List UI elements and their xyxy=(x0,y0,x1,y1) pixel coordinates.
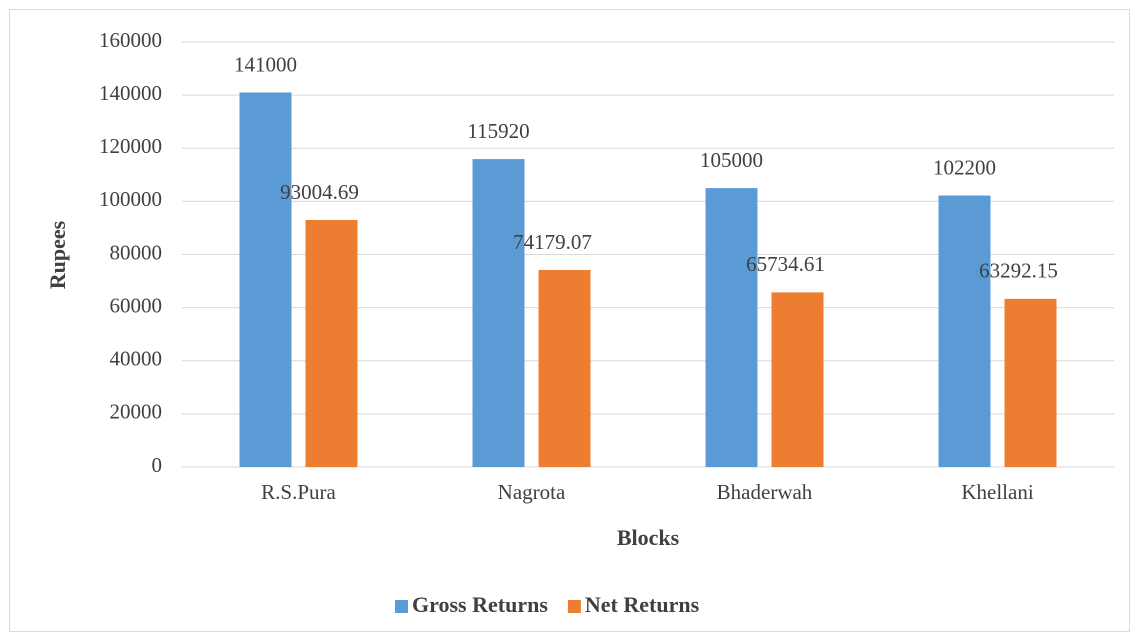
y-tick-label: 100000 xyxy=(99,187,162,211)
x-tick-label: Khellani xyxy=(961,480,1033,504)
x-tick-label: Nagrota xyxy=(498,480,566,504)
legend-swatch xyxy=(395,600,408,613)
bar xyxy=(472,159,525,467)
y-tick-label: 20000 xyxy=(110,400,163,424)
y-tick-label: 40000 xyxy=(110,347,163,371)
data-label: 105000 xyxy=(700,148,763,172)
bar xyxy=(538,269,591,467)
data-label: 115920 xyxy=(467,119,529,143)
x-tick-label: Bhaderwah xyxy=(717,480,813,504)
y-tick-label: 60000 xyxy=(110,293,163,317)
y-tick-label: 80000 xyxy=(110,240,163,264)
legend-swatch xyxy=(567,600,581,613)
bar xyxy=(705,188,758,467)
y-tick-label: 140000 xyxy=(99,81,162,105)
data-label: 102200 xyxy=(933,155,996,179)
data-label: 74179.07 xyxy=(513,230,592,254)
legend-label: Net Returns xyxy=(585,592,700,617)
y-axis-title: Rupees xyxy=(45,220,70,289)
x-axis-title: Blocks xyxy=(617,525,680,550)
y-tick-label: 0 xyxy=(152,453,163,477)
legend-label: Gross Returns xyxy=(412,592,548,617)
y-tick-label: 120000 xyxy=(99,134,162,158)
bar xyxy=(305,219,358,467)
bar xyxy=(1004,298,1057,467)
bar xyxy=(239,92,292,467)
y-tick-label: 160000 xyxy=(99,28,162,52)
data-label: 65734.61 xyxy=(746,252,825,276)
data-label: 93004.69 xyxy=(280,180,359,204)
bar xyxy=(771,292,824,467)
data-label: 63292.15 xyxy=(979,259,1058,283)
x-tick-label: R.S.Pura xyxy=(261,480,336,504)
bar xyxy=(938,195,991,467)
data-label: 141000 xyxy=(234,52,297,76)
